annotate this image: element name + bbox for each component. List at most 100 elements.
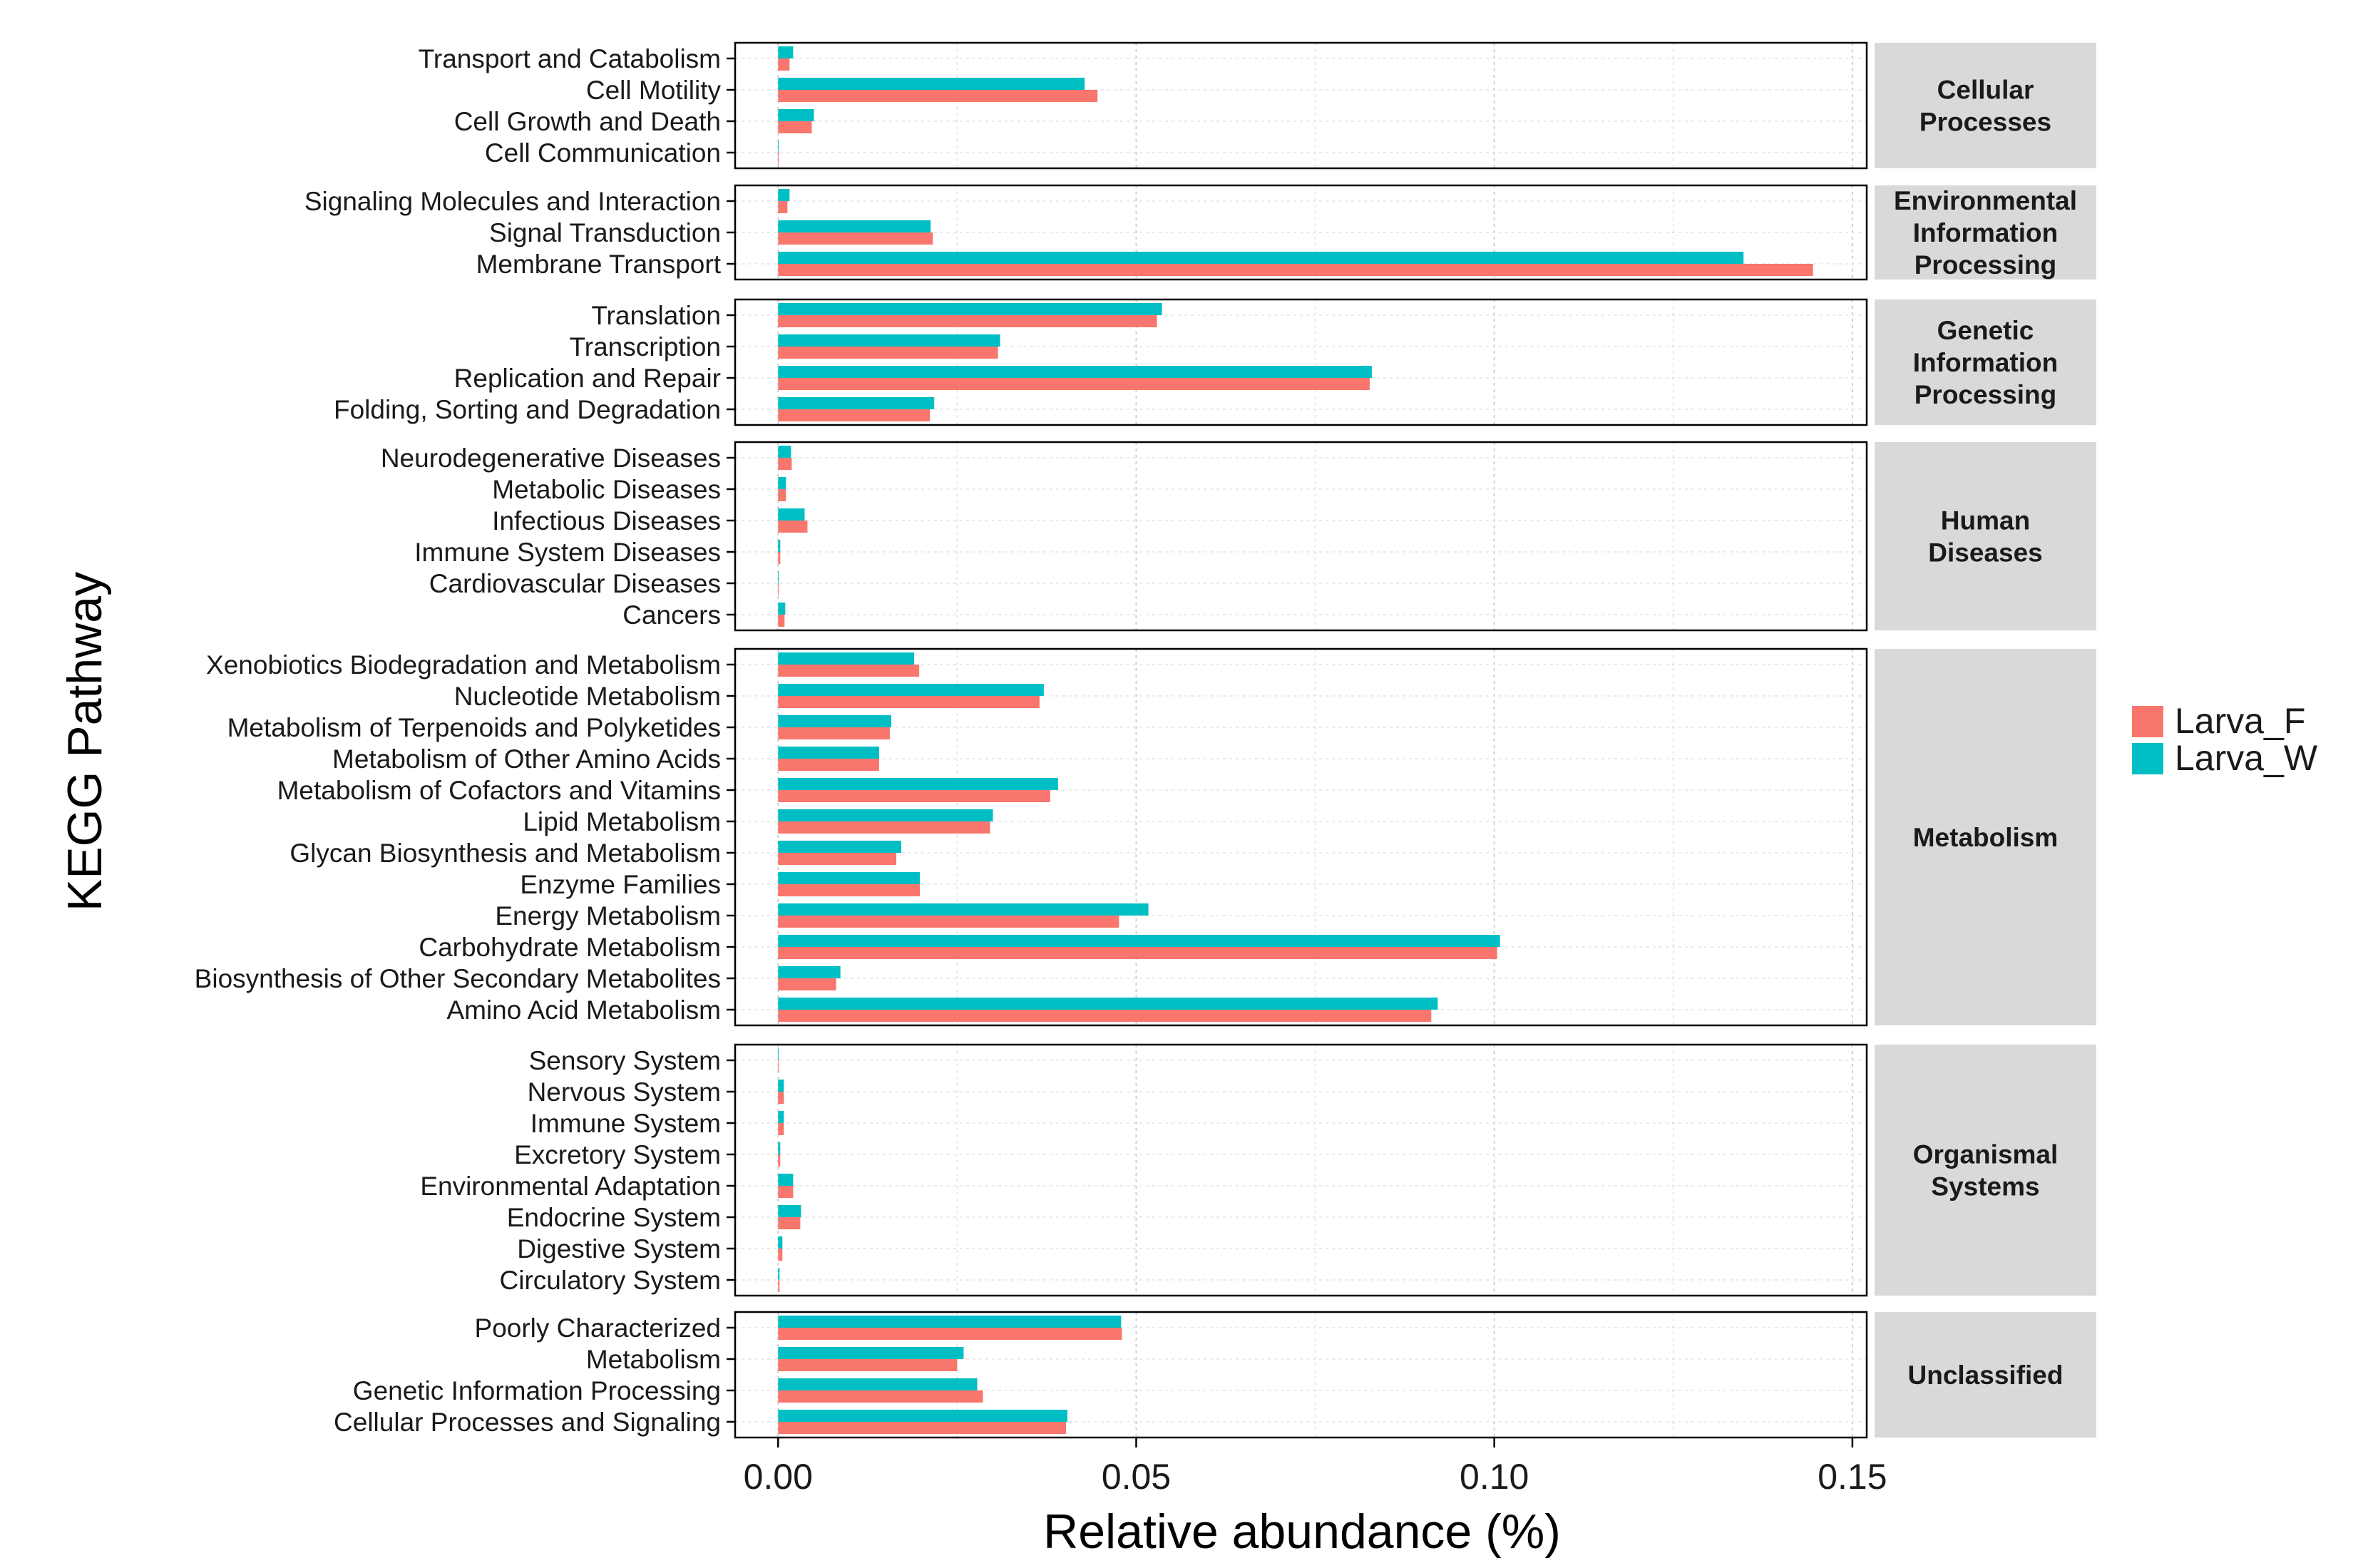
bar-larva-f <box>778 1092 784 1104</box>
bar-larva-w <box>778 189 790 201</box>
legend-swatch <box>2132 743 2163 774</box>
category-label: Cell Communication <box>485 138 721 168</box>
bar-larva-w <box>778 220 931 232</box>
category-label: Sensory System <box>529 1046 721 1075</box>
category-label: Excretory System <box>514 1140 721 1169</box>
category-label: Membrane Transport <box>476 250 722 279</box>
category-label: Poorly Characterized <box>475 1313 721 1343</box>
bar-larva-w <box>778 1111 784 1123</box>
category-label: Signaling Molecules and Interaction <box>304 187 721 216</box>
bar-larva-f <box>778 1217 801 1229</box>
bar-larva-f <box>778 583 779 595</box>
category-label: Metabolic Diseases <box>492 475 721 504</box>
bar-larva-w <box>778 397 935 409</box>
bar-larva-f <box>778 1010 1432 1022</box>
bar-larva-f <box>778 458 792 470</box>
bar-larva-w <box>778 446 791 458</box>
category-label: Cancers <box>622 600 721 630</box>
category-label: Biosynthesis of Other Secondary Metaboli… <box>195 964 721 993</box>
panel-border <box>734 184 1868 281</box>
bar-larva-f <box>778 1249 783 1261</box>
bar-larva-f <box>778 232 933 245</box>
panel-border <box>734 647 1868 1027</box>
bar-larva-f <box>778 347 998 359</box>
bar-larva-w <box>778 1236 783 1249</box>
bar-larva-f <box>778 916 1119 928</box>
bar-larva-f <box>778 1328 1122 1340</box>
bar-larva-f <box>778 821 990 834</box>
category-label: Cell Motility <box>586 76 722 105</box>
bar-larva-f <box>778 759 879 771</box>
bar-larva-f <box>778 90 1098 102</box>
bar-larva-w <box>778 477 786 489</box>
category-label: Cell Growth and Death <box>454 107 721 136</box>
bar-larva-f <box>778 884 921 896</box>
bar-larva-f <box>778 1422 1067 1434</box>
x-axis-title: Relative abundance (%) <box>1043 1505 1561 1559</box>
category-label: Lipid Metabolism <box>523 807 721 836</box>
bar-larva-w <box>778 334 1000 347</box>
bar-larva-f <box>778 378 1370 390</box>
category-label: Enzyme Families <box>520 870 721 899</box>
bar-larva-w <box>778 1378 978 1390</box>
facet-strip-label: Organismal <box>1913 1140 2059 1169</box>
category-label: Cardiovascular Diseases <box>429 569 721 598</box>
bar-larva-w <box>778 1142 781 1154</box>
bar-larva-w <box>778 303 1162 315</box>
bar-larva-w <box>778 603 786 615</box>
bar-larva-w <box>778 1048 779 1060</box>
bar-larva-w <box>778 140 779 153</box>
panel-border <box>734 41 1868 170</box>
bar-larva-w <box>778 1080 784 1092</box>
legend-label: Larva_W <box>2175 738 2318 778</box>
bar-larva-f <box>778 58 790 71</box>
panel-1: Signaling Molecules and InteractionSigna… <box>304 184 2096 281</box>
facet-strip-label: Systems <box>1931 1172 2039 1201</box>
bar-larva-f <box>778 1123 784 1135</box>
bar-larva-w <box>778 508 805 521</box>
facet-strip-label: Diseases <box>1928 538 2042 568</box>
bar-larva-f <box>778 315 1157 327</box>
bar-larva-w <box>778 1316 1122 1328</box>
bar-larva-f <box>778 615 785 627</box>
panel-border <box>734 298 1868 426</box>
category-label: Infectious Diseases <box>492 506 721 536</box>
category-label: Translation <box>591 301 721 330</box>
category-label: Transport and Catabolism <box>419 44 721 73</box>
category-label: Carbohydrate Metabolism <box>419 933 721 962</box>
category-label: Transcription <box>570 332 721 362</box>
category-label: Endocrine System <box>507 1203 721 1232</box>
bar-larva-w <box>778 1268 780 1280</box>
legend-label: Larva_F <box>2175 701 2305 741</box>
bar-larva-w <box>778 903 1149 916</box>
x-tick-label: 0.00 <box>744 1457 813 1497</box>
category-label: Signal Transduction <box>489 218 721 247</box>
panel-border <box>734 441 1868 632</box>
bar-larva-w <box>778 109 814 121</box>
bar-larva-w <box>778 998 1438 1010</box>
x-axis: 0.00 0.05 0.10 0.15 <box>744 1438 1887 1497</box>
bar-larva-f <box>778 153 779 165</box>
bar-larva-f <box>778 1359 958 1371</box>
bar-larva-f <box>778 727 890 739</box>
bar-larva-f <box>778 264 1813 276</box>
category-label: Circulatory System <box>500 1266 721 1295</box>
bar-larva-f <box>778 665 920 677</box>
x-tick-label: 0.10 <box>1460 1457 1529 1497</box>
bar-larva-w <box>778 366 1372 378</box>
facet-strip-label: Human <box>1941 506 2030 536</box>
bar-larva-w <box>778 715 891 727</box>
bar-larva-w <box>778 966 841 978</box>
facet-strip-label: Metabolism <box>1913 823 2059 852</box>
category-label: Folding, Sorting and Degradation <box>334 395 721 424</box>
bar-larva-f <box>778 696 1040 708</box>
facet-strip-label: Genetic <box>1937 316 2034 345</box>
bar-larva-w <box>778 46 794 58</box>
bar-larva-w <box>778 684 1044 696</box>
bar-larva-f <box>778 552 781 564</box>
